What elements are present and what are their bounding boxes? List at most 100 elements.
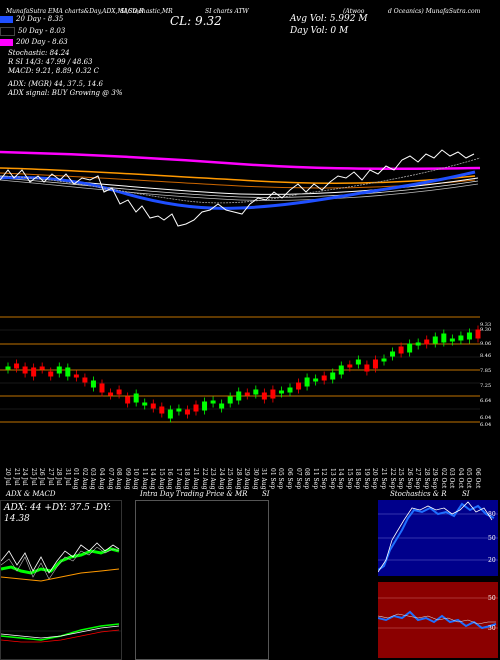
candle-body [202,401,208,411]
header-title-company: (Atwoo [343,8,365,15]
date-label: 27 Sep [414,468,422,490]
rsi-lines [378,597,498,630]
date-label: 27 Jul [46,468,54,486]
rsi-panel: 50 30 [378,582,498,658]
price-label-4: 8.46 [480,353,492,359]
candle-body [458,335,464,341]
date-label: 08 Aug [115,468,123,490]
orange-line-2 [0,172,476,189]
date-label: 18 Aug [183,468,191,490]
adx-white-line-2 [1,546,120,580]
candle-body [150,403,156,409]
date-label: 03 Oct [448,468,456,489]
date-label: 26 Jul [38,468,46,486]
date-label: 07 Aug [106,468,114,490]
candle-body [236,391,242,401]
candle-body [244,392,250,396]
stoch-panel-title: Stochastics & R [390,490,447,498]
intraday-panel-title-2: SI [262,490,270,498]
date-label: 15 Sep [345,468,353,490]
rsi-axis-30: 30 [488,625,496,632]
date-label: 28 Sep [422,468,430,490]
date-label: 01 Sep [268,468,276,490]
candles-group [5,325,481,423]
date-label: 21 Sep [380,468,387,490]
date-label: 22 Aug [200,468,208,490]
date-label: 29 Sep [431,468,439,490]
adx-panel-title: ADX & MACD [6,490,56,498]
legend-ema50-label: 50 Day - 8.03 [18,26,66,35]
candle-body [261,392,267,400]
candle-body [14,363,20,369]
candle-body [390,351,396,357]
price-label-8: 6.04 [480,415,492,421]
macd-red-line [1,629,120,643]
date-label: 04 Aug [98,468,105,490]
candle-body [73,374,79,378]
candle-body [167,409,173,419]
candle-body [407,343,413,353]
candle-body [270,389,276,399]
white-band-3 [0,179,479,201]
candle-body [278,390,284,394]
candle-body [193,404,199,412]
date-label: 25 Sep [397,468,405,490]
candle-body [364,364,370,372]
macd-readout: MACD: 9.21, 8.89, 0.32 C [8,67,100,75]
header-title-right: SI charts ATW [205,8,249,15]
ema50-swatch [0,26,15,36]
price-label-2: 9.30 [480,327,492,333]
date-label: 14 Sep [337,468,345,490]
adx-green-line [1,547,120,575]
date-label: 14 Aug [149,468,157,490]
date-label: 23 Aug [209,468,217,490]
stoch-panel-title-2: SI [462,490,470,498]
candle-body [338,365,344,375]
candle-body [313,378,319,382]
stochastic-readout: Stochastic: 84.24 [8,49,70,57]
date-label: 13 Sep [328,468,336,490]
candle-body [125,396,131,404]
candle-body [133,393,139,403]
price-label-1: 9.33 [480,322,492,328]
macd-white-line [1,625,120,639]
candle-body [253,389,259,395]
date-label: 31 Aug [260,468,268,490]
legend-ema20-label: 20 Day - 8.35 [16,14,64,23]
date-label: 10 Aug [132,468,140,490]
intraday-panel [135,500,269,660]
candle-body [398,346,404,354]
stoch-axis-80: 80 [488,511,496,518]
candle-body [184,409,190,415]
adx-panel-readout: ADX: 44 +DY: 37.5 -DY: 14.38 [4,503,111,524]
date-label: 22 Sep [388,468,396,490]
stoch-k-line [378,502,495,571]
ema20-line [0,170,476,210]
orange-line [0,167,476,185]
candle-body [48,371,54,377]
adx-macd-panel: ADX: 44 +DY: 37.5 -DY: 14.38 [0,500,122,660]
date-label: 29 Aug [243,468,251,490]
candle-body [475,329,481,339]
day-volume: Day Vol: 0 M [290,26,349,36]
date-label: 24 Aug [217,468,225,490]
date-label: 20 Sep [371,468,379,490]
price-label-5: 7.85 [480,368,492,374]
date-label: 25 Jul [29,468,37,486]
legend-ema200-label: 200 Day - 8.63 [16,37,68,46]
candle-body [466,332,472,340]
stoch-d-line [378,501,493,573]
white-band-2 [0,177,479,198]
date-label: 07 Sep [294,468,302,490]
candle-body [372,359,378,369]
date-label: 11 Aug [140,468,148,490]
candle-body [321,375,327,381]
ema20-swatch [0,15,13,23]
stoch-axis-50: 50 [488,535,496,542]
date-label: 02 Oct [439,468,447,489]
date-label: 15 Aug [157,468,165,490]
candle-body [108,392,114,396]
stoch-axis-20: 20 [488,557,496,564]
rsi-axis-50: 50 [488,595,496,602]
candle-body [432,336,438,344]
